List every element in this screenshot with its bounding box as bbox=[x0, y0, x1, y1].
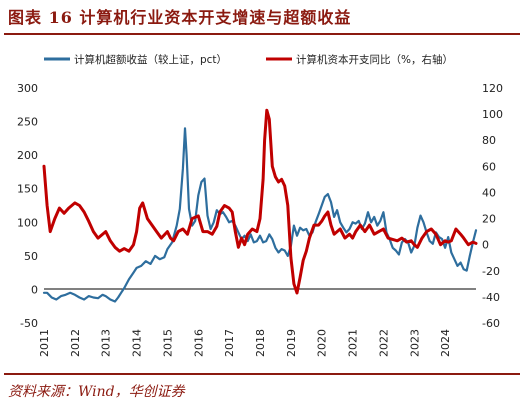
y-right-tick-label: 60 bbox=[482, 160, 496, 173]
y-left-tick-label: 100 bbox=[17, 216, 38, 229]
title-rule bbox=[4, 33, 520, 35]
x-tick-label: 2015 bbox=[161, 329, 174, 357]
series-line-2 bbox=[42, 108, 478, 295]
x-tick-label: 2017 bbox=[223, 329, 236, 357]
y-left-tick-label: 50 bbox=[24, 250, 38, 263]
y-right-tick-label: 0 bbox=[482, 239, 489, 252]
y-right-tick-label: 120 bbox=[482, 82, 503, 95]
series-line-1 bbox=[42, 127, 478, 303]
chart-title: 图表 16 计算机行业资本开支增速与超额收益 bbox=[8, 8, 352, 27]
y-right-tick-label: -60 bbox=[482, 317, 500, 330]
x-tick-label: 2018 bbox=[254, 329, 267, 357]
x-tick-label: 2021 bbox=[347, 329, 360, 357]
y-left-tick-label: 250 bbox=[17, 116, 38, 129]
plot-series bbox=[42, 108, 478, 303]
x-tick-label: 2023 bbox=[408, 329, 421, 357]
legend-label-series-1: 计算机超额收益（较上证，pct） bbox=[74, 53, 227, 66]
y-right-tick-label: 80 bbox=[482, 134, 496, 147]
x-axis: 2011 2012 2013 2014 2015 2016 2017 2018 2019 2020… bbox=[38, 329, 452, 357]
x-tick-label: 2020 bbox=[316, 329, 329, 357]
y-right-axis: 120 100 80 60 40 20 0 -20 -40 -60 bbox=[482, 82, 503, 330]
y-right-tick-label: -20 bbox=[482, 265, 500, 278]
footer-rule bbox=[4, 373, 520, 375]
y-right-tick-label: 100 bbox=[482, 108, 503, 121]
y-left-tick-label: 200 bbox=[17, 149, 38, 162]
source-note: 资料来源：Wind，华创证券 bbox=[8, 384, 185, 400]
x-tick-label: 2011 bbox=[38, 329, 51, 357]
y-right-tick-label: 20 bbox=[482, 213, 496, 226]
x-tick-label: 2019 bbox=[285, 329, 298, 357]
legend-label-series-2: 计算机资本开支同比（%，右轴） bbox=[296, 53, 453, 66]
legend: 计算机超额收益（较上证，pct） 计算机资本开支同比（%，右轴） bbox=[44, 53, 453, 66]
y-left-tick-label: 0 bbox=[31, 283, 38, 296]
x-tick-label: 2013 bbox=[100, 329, 113, 357]
x-tick-label: 2022 bbox=[377, 329, 390, 357]
x-tick-label: 2016 bbox=[192, 329, 205, 357]
y-left-tick-label: -50 bbox=[20, 317, 38, 330]
y-right-tick-label: 40 bbox=[482, 186, 496, 199]
y-left-tick-label: 300 bbox=[17, 82, 38, 95]
x-tick-label: 2012 bbox=[69, 329, 82, 357]
y-right-tick-label: -40 bbox=[482, 291, 500, 304]
x-tick-label: 2024 bbox=[439, 329, 452, 357]
x-tick-label: 2014 bbox=[131, 329, 144, 357]
y-left-axis: 300 250 200 150 100 50 0 -50 bbox=[17, 82, 38, 330]
y-left-tick-label: 150 bbox=[17, 183, 38, 196]
